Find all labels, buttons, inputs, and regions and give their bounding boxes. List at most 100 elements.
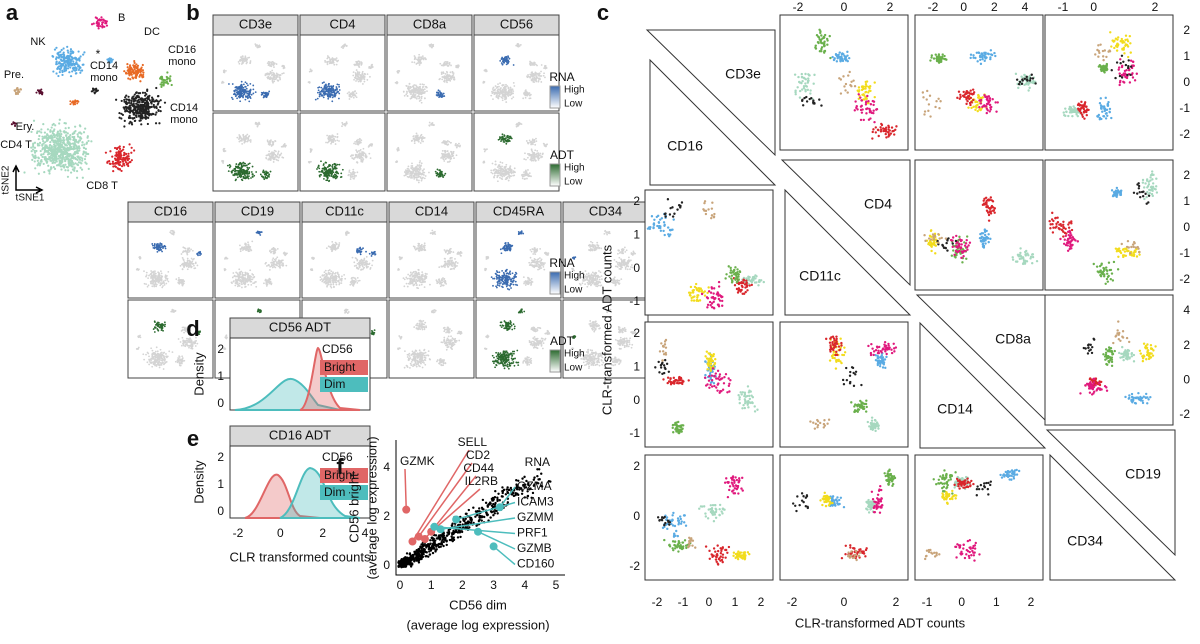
cell-point — [82, 53, 85, 56]
cell-point — [397, 71, 399, 74]
cell-point — [67, 59, 70, 62]
cluster-label: mono — [90, 72, 118, 84]
cell-point — [326, 95, 329, 98]
cell-point — [69, 146, 72, 149]
cell-point — [36, 159, 39, 162]
cell-point — [145, 283, 148, 286]
cell-point — [165, 282, 168, 285]
cell-point — [408, 82, 411, 85]
tsne-map — [10, 16, 173, 179]
cell-point — [369, 143, 372, 146]
cell-point — [496, 174, 499, 177]
cell-point — [417, 172, 420, 175]
cell-point — [347, 173, 350, 176]
cell-point — [338, 163, 341, 166]
cell-point — [100, 23, 104, 26]
cell-point — [431, 121, 434, 124]
cell-point — [75, 72, 78, 75]
cell-point — [245, 82, 248, 85]
cell-point — [120, 165, 124, 168]
cell-point — [411, 89, 413, 92]
cell-point — [490, 169, 493, 172]
cell-point — [545, 67, 548, 69]
cell-point — [248, 56, 251, 59]
cell-point — [533, 74, 536, 76]
cell-point — [532, 80, 535, 83]
cell-point — [332, 135, 335, 138]
cell-point — [349, 95, 352, 98]
cell-point — [232, 169, 234, 172]
cell-point — [326, 141, 329, 144]
cell-point — [276, 74, 279, 77]
cell-point — [284, 145, 287, 148]
cell-point — [396, 81, 399, 84]
cell-point — [419, 60, 421, 63]
cell-point — [138, 105, 141, 108]
cell-point — [525, 174, 528, 177]
cell-point — [111, 160, 115, 163]
cell-point — [356, 140, 359, 143]
cell-point — [423, 97, 426, 100]
cell-point — [418, 164, 421, 166]
cell-point — [336, 136, 339, 139]
cell-point — [326, 134, 329, 137]
cell-point — [150, 105, 153, 108]
cell-point — [446, 144, 449, 146]
cell-point — [246, 176, 249, 179]
cell-point — [506, 135, 508, 138]
cell-point — [523, 175, 525, 178]
cell-point — [66, 155, 69, 158]
cell-point — [81, 63, 84, 66]
cell-point — [419, 93, 422, 95]
cell-point — [331, 165, 334, 168]
panel-label: a — [6, 0, 19, 25]
cell-point — [141, 100, 144, 104]
cell-point — [37, 138, 40, 141]
cell-point — [30, 150, 33, 153]
cell-point — [512, 96, 515, 99]
cell-point — [33, 151, 37, 154]
cell-point — [244, 162, 247, 165]
cell-point — [267, 73, 270, 76]
cell-point — [263, 171, 266, 173]
cell-point — [39, 149, 42, 153]
cell-point — [494, 85, 497, 87]
cell-point — [508, 57, 511, 60]
cell-point — [485, 69, 488, 72]
cell-point — [524, 173, 527, 176]
cell-point — [416, 138, 419, 140]
cell-point — [69, 103, 72, 106]
cell-point — [65, 138, 68, 141]
cell-point — [354, 141, 357, 143]
cell-point — [86, 152, 89, 156]
cell-point — [64, 63, 67, 66]
cell-point — [318, 92, 321, 94]
cell-point — [248, 162, 251, 165]
cell-point — [70, 147, 74, 151]
cell-point — [131, 103, 134, 106]
cell-point — [512, 90, 515, 93]
cell-point — [67, 152, 70, 156]
cell-point — [83, 146, 86, 150]
cell-point — [246, 133, 249, 136]
cell-point — [540, 70, 542, 73]
cell-point — [35, 149, 38, 153]
cell-point — [501, 161, 504, 164]
cell-point — [52, 134, 56, 137]
cell-point — [266, 172, 268, 175]
cell-point — [420, 179, 423, 182]
cell-point — [267, 64, 270, 67]
cell-point — [333, 89, 335, 92]
cell-point — [234, 169, 237, 172]
cell-point — [420, 57, 423, 60]
cell-point — [67, 169, 70, 172]
cell-point — [517, 43, 520, 45]
cell-point — [68, 61, 71, 64]
cell-point — [334, 166, 336, 169]
cell-point — [410, 174, 413, 177]
cell-point — [150, 275, 153, 278]
cell-point — [309, 70, 312, 72]
cell-point — [450, 64, 452, 67]
cell-point — [64, 127, 67, 130]
cluster-label: B — [118, 12, 125, 24]
